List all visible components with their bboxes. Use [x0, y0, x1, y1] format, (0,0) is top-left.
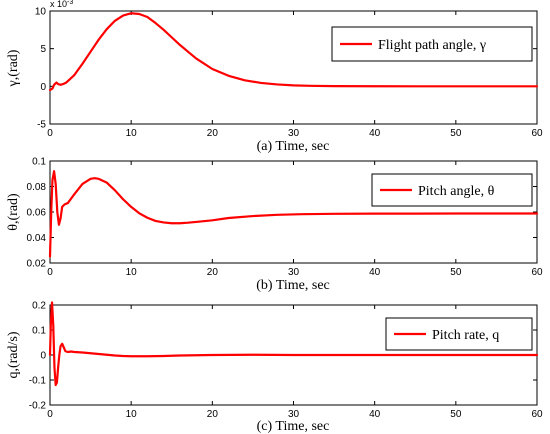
legend-c: Pitch rate, q: [385, 317, 533, 351]
x-tick-label: 10: [126, 128, 138, 139]
x-tick-label: 40: [369, 128, 381, 139]
y-axis-label-b: θ,(rad): [6, 193, 21, 231]
x-ticks-b: 0 10 20 30 40 50 60: [47, 161, 543, 278]
y-tick-label: 0.1: [32, 326, 46, 337]
exponent-label-a: x 10-3: [50, 0, 73, 9]
x-tick-label: 10: [126, 267, 138, 278]
y-tick-label: 5: [40, 44, 46, 55]
y-tick-label: 0.06: [27, 208, 47, 219]
panel-c: 0 10 20 30 40 50 60 -0.2 -0.1 0 0.1 0.2 Pitch rate…: [6, 301, 543, 434]
x-tick-label: 50: [450, 128, 462, 139]
x-tick-label: 20: [207, 267, 219, 278]
y-tick-label: 0.2: [32, 301, 46, 312]
y-tick-label: 0: [40, 82, 46, 93]
y-tick-label: 10: [35, 7, 47, 18]
y-tick-label: -0.2: [29, 401, 47, 412]
x-axis-label-a: (a) Time, sec: [257, 139, 330, 154]
x-ticks-c: 0 10 20 30 40 50 60: [47, 305, 543, 420]
x-tick-label: 50: [450, 267, 462, 278]
x-axis-label-c: (c) Time, sec: [257, 419, 330, 434]
panel-b: 0 10 20 30 40 50 60 0.02 0.04 0.06 0.08 0.1 Pitch …: [6, 157, 543, 294]
y-tick-label: -0.1: [29, 376, 47, 387]
x-tick-label: 0: [47, 267, 53, 278]
x-tick-label: 20: [207, 128, 219, 139]
y-tick-label: -5: [37, 120, 46, 131]
x-tick-label: 0: [47, 409, 53, 420]
x-tick-label: 60: [531, 409, 543, 420]
legend-label-c: Pitch rate, q: [432, 328, 499, 343]
x-tick-label: 30: [288, 128, 300, 139]
x-tick-label: 30: [288, 267, 300, 278]
x-ticks-a: 0 10 20 30 40 50 60: [47, 11, 543, 139]
x-axis-label-b: (b) Time, sec: [256, 278, 330, 293]
series-line-q: [48, 301, 539, 387]
x-tick-label: 60: [531, 267, 543, 278]
series-line-theta: [48, 170, 539, 258]
y-ticks-b: 0.02 0.04 0.06 0.08 0.1: [27, 157, 537, 270]
y-tick-label: 0: [40, 351, 46, 362]
x-tick-label: 40: [369, 267, 381, 278]
legend-a: Flight path angle, γ: [331, 26, 533, 62]
x-tick-label: 0: [47, 128, 53, 139]
x-tick-label: 50: [450, 409, 462, 420]
x-tick-label: 60: [531, 128, 543, 139]
y-tick-label: 0.02: [27, 259, 47, 270]
y-tick-label: 0.1: [32, 157, 46, 168]
y-tick-label: 0.08: [27, 182, 47, 193]
y-tick-label: 0.04: [27, 233, 47, 244]
x-tick-label: 40: [369, 409, 381, 420]
y-axis-label-c: q,(rad/s): [6, 331, 21, 378]
x-tick-label: 30: [288, 409, 300, 420]
y-axis-label-a: γ,(rad): [6, 49, 21, 87]
x-tick-label: 20: [207, 409, 219, 420]
legend-label-a: Flight path angle, γ: [378, 38, 486, 53]
legend-b: Pitch angle, θ: [371, 173, 533, 207]
legend-label-b: Pitch angle, θ: [418, 184, 495, 199]
x-tick-label: 10: [126, 409, 138, 420]
series-line-gamma: [48, 12, 539, 92]
